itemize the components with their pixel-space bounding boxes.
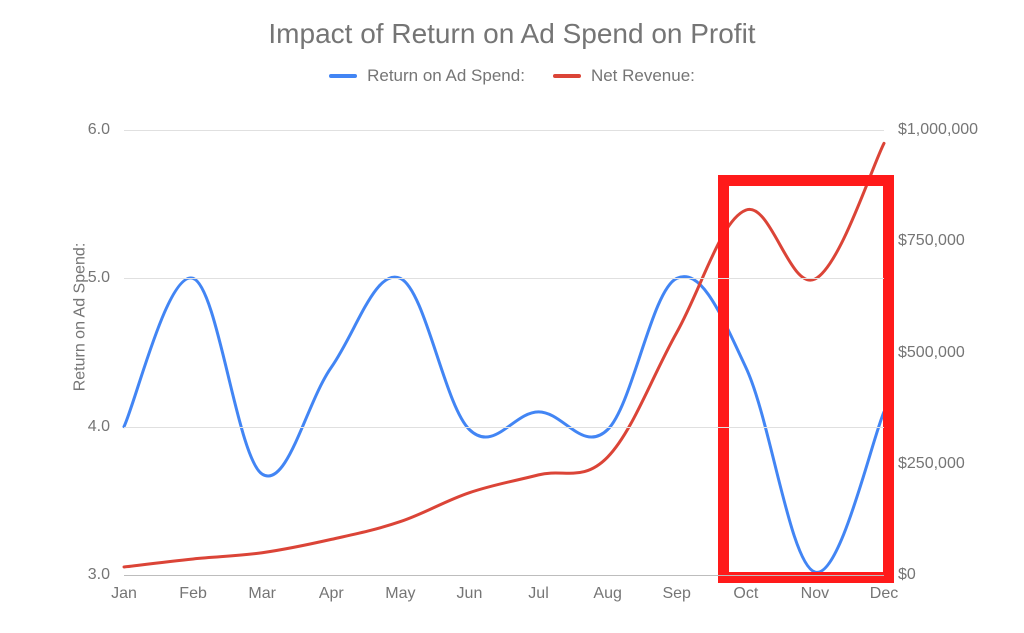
y-left-tick-label: 6.0	[88, 121, 110, 139]
x-tick-label: Jan	[111, 585, 137, 603]
plot-area: 3.04.05.06.0$0$250,000$500,000$750,000$1…	[124, 130, 884, 575]
y-right-tick-label: $500,000	[898, 344, 965, 362]
series-line	[124, 277, 884, 573]
legend-label: Net Revenue:	[591, 66, 695, 86]
x-tick-label: Sep	[662, 585, 690, 603]
x-tick-label: Nov	[801, 585, 829, 603]
y-left-tick-label: 3.0	[88, 566, 110, 584]
x-axis-line	[124, 575, 884, 576]
chart-container: Impact of Return on Ad Spend on Profit R…	[0, 0, 1024, 633]
x-tick-label: Oct	[733, 585, 758, 603]
legend-item: Return on Ad Spend:	[329, 66, 525, 86]
y-right-tick-label: $750,000	[898, 232, 965, 250]
x-tick-label: Mar	[248, 585, 276, 603]
chart-lines-svg	[124, 130, 884, 575]
x-tick-label: Apr	[319, 585, 344, 603]
x-tick-label: May	[385, 585, 415, 603]
x-tick-label: Aug	[593, 585, 621, 603]
gridline	[124, 427, 884, 428]
chart-title: Impact of Return on Ad Spend on Profit	[0, 18, 1024, 50]
x-tick-label: Jul	[528, 585, 548, 603]
y-right-tick-label: $250,000	[898, 455, 965, 473]
x-tick-label: Jun	[457, 585, 483, 603]
legend-swatch	[553, 74, 581, 78]
legend-swatch	[329, 74, 357, 78]
y-left-tick-label: 5.0	[88, 269, 110, 287]
x-tick-label: Dec	[870, 585, 898, 603]
chart-legend: Return on Ad Spend: Net Revenue:	[0, 66, 1024, 86]
legend-item: Net Revenue:	[553, 66, 695, 86]
gridline	[124, 130, 884, 131]
y-right-tick-label: $0	[898, 566, 916, 584]
legend-label: Return on Ad Spend:	[367, 66, 525, 86]
gridline	[124, 278, 884, 279]
series-line	[124, 143, 884, 567]
y-left-axis-label: Return on Ad Spend:	[71, 242, 89, 391]
y-right-tick-label: $1,000,000	[898, 121, 978, 139]
x-tick-label: Feb	[179, 585, 207, 603]
y-left-tick-label: 4.0	[88, 418, 110, 436]
